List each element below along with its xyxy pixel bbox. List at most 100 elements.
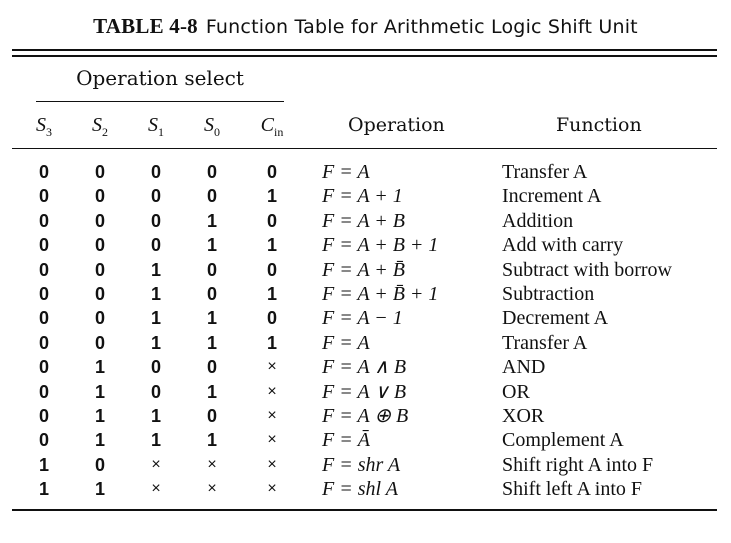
select-bit-cell: 0 bbox=[38, 210, 49, 231]
table-row: 0 0 1 1 1 F = A Transfer A bbox=[0, 331, 731, 355]
select-bit-cell: 0 bbox=[94, 332, 105, 353]
operation-cell: F = A + B + 1 bbox=[322, 234, 439, 257]
select-bit-cell: 0 bbox=[206, 259, 217, 280]
select-bit-cell: × bbox=[267, 431, 277, 449]
select-bit-cell: 1 bbox=[150, 308, 161, 329]
table-row: 1 1 × × × F = shl A Shift left A into F bbox=[0, 477, 731, 501]
select-bit-cell: 0 bbox=[94, 186, 105, 207]
header-s3: S3 bbox=[36, 114, 52, 139]
select-bit-cell: × bbox=[207, 480, 217, 498]
table-row: 0 0 1 0 1 F = A + B̄ + 1 Subtraction bbox=[0, 282, 731, 306]
select-bit-cell: 0 bbox=[38, 332, 49, 353]
top-rule-double bbox=[12, 55, 717, 57]
table-row: 0 0 1 1 0 F = A − 1 Decrement A bbox=[0, 306, 731, 330]
function-cell: Decrement A bbox=[502, 307, 609, 330]
table-row: 0 1 1 0 × F = A ⊕ B XOR bbox=[0, 404, 731, 428]
select-bit-cell: × bbox=[267, 480, 277, 498]
top-rule bbox=[12, 49, 717, 51]
select-bit-cell: 1 bbox=[206, 235, 217, 256]
select-bit-cell: 1 bbox=[94, 357, 105, 378]
select-bit-cell: 1 bbox=[266, 332, 277, 353]
operation-select-heading: Operation select bbox=[76, 66, 244, 90]
table-caption: TABLE 4-8 Function Table for Arithmetic L… bbox=[0, 14, 731, 39]
select-bit-cell: 1 bbox=[150, 430, 161, 451]
select-bit-cell: 0 bbox=[94, 454, 105, 475]
select-bit-cell: 0 bbox=[150, 235, 161, 256]
table-row: 1 0 × × × F = shr A Shift right A into F bbox=[0, 453, 731, 477]
select-bit-cell: 0 bbox=[38, 308, 49, 329]
operation-cell: F = shr A bbox=[322, 453, 401, 476]
select-bit-cell: 0 bbox=[266, 308, 277, 329]
operation-select-rule bbox=[36, 101, 284, 102]
function-cell: OR bbox=[502, 380, 530, 403]
select-bit-cell: × bbox=[207, 455, 217, 473]
function-cell: Shift right A into F bbox=[502, 453, 654, 476]
header-operation: Operation bbox=[348, 114, 445, 136]
select-bit-cell: 1 bbox=[94, 479, 105, 500]
function-cell: XOR bbox=[502, 404, 545, 427]
table-row: 0 0 0 0 1 F = A + 1 Increment A bbox=[0, 184, 731, 208]
select-bit-cell: × bbox=[151, 455, 161, 473]
select-bit-cell: 0 bbox=[38, 357, 49, 378]
table-body: 0 0 0 0 0 F = A Transfer A 0 0 0 0 1 F = A + 1 Increm… bbox=[0, 160, 731, 501]
select-bit-cell: 1 bbox=[206, 332, 217, 353]
operation-cell: F = A − 1 bbox=[322, 307, 403, 330]
function-cell: Shift left A into F bbox=[502, 478, 643, 501]
function-cell: Increment A bbox=[502, 185, 602, 208]
table-row: 0 0 1 0 0 F = A + B̄ Subtract with borrow bbox=[0, 258, 731, 282]
header-function: Function bbox=[556, 114, 642, 136]
table-label: TABLE 4-8 bbox=[93, 14, 198, 38]
function-cell: Complement A bbox=[502, 429, 624, 452]
function-cell: AND bbox=[502, 356, 546, 379]
select-bit-cell: 0 bbox=[38, 186, 49, 207]
function-cell: Add with carry bbox=[502, 234, 624, 257]
select-bit-cell: 0 bbox=[266, 259, 277, 280]
select-bit-cell: × bbox=[267, 406, 277, 424]
select-bit-cell: 0 bbox=[206, 283, 217, 304]
table-row: 0 0 0 1 0 F = A + B Addition bbox=[0, 209, 731, 233]
function-cell: Subtract with borrow bbox=[502, 258, 672, 281]
function-cell: Addition bbox=[502, 209, 574, 232]
select-bit-cell: 0 bbox=[38, 405, 49, 426]
select-bit-cell: 1 bbox=[150, 259, 161, 280]
select-bit-cell: 1 bbox=[38, 479, 49, 500]
operation-cell: F = shl A bbox=[322, 478, 398, 501]
select-bit-cell: 1 bbox=[150, 332, 161, 353]
select-bit-cell: 0 bbox=[206, 357, 217, 378]
select-bit-cell: 0 bbox=[94, 162, 105, 182]
operation-cell: F = A + B bbox=[322, 209, 405, 232]
select-bit-cell: 1 bbox=[94, 430, 105, 451]
bottom-rule bbox=[12, 509, 717, 511]
select-bit-cell: 0 bbox=[94, 283, 105, 304]
table-row: 0 0 0 1 1 F = A + B + 1 Add with carry bbox=[0, 233, 731, 257]
select-bit-cell: 0 bbox=[150, 357, 161, 378]
function-cell: Transfer A bbox=[502, 161, 588, 183]
operation-cell: F = A bbox=[322, 331, 370, 354]
select-bit-cell: 1 bbox=[94, 381, 105, 402]
select-bit-cell: × bbox=[267, 455, 277, 473]
operation-cell: F = A ∨ B bbox=[322, 380, 407, 403]
select-bit-cell: 1 bbox=[206, 381, 217, 402]
select-bit-cell: 1 bbox=[206, 308, 217, 329]
select-bit-cell: 0 bbox=[38, 430, 49, 451]
select-bit-cell: 0 bbox=[38, 381, 49, 402]
select-bit-cell: 0 bbox=[38, 162, 49, 182]
select-bit-cell: 1 bbox=[150, 283, 161, 304]
select-bit-cell: × bbox=[267, 382, 277, 400]
table-row: 0 1 1 1 × F = Ā Complement A bbox=[0, 428, 731, 452]
select-bit-cell: × bbox=[151, 480, 161, 498]
table-title: Function Table for Arithmetic Logic Shif… bbox=[205, 16, 638, 38]
operation-cell: F = A bbox=[322, 161, 370, 183]
operation-cell: F = Ā bbox=[322, 429, 370, 452]
header-s0: S0 bbox=[204, 114, 220, 139]
header-s1: S1 bbox=[148, 114, 164, 139]
select-bit-cell: 0 bbox=[38, 235, 49, 256]
select-bit-cell: 0 bbox=[150, 162, 161, 182]
select-bit-cell: 1 bbox=[38, 454, 49, 475]
select-bit-cell: 0 bbox=[94, 210, 105, 231]
select-bit-cell: 0 bbox=[206, 405, 217, 426]
table-row: 0 1 0 1 × F = A ∨ B OR bbox=[0, 380, 731, 404]
select-bit-cell: 0 bbox=[266, 162, 277, 182]
operation-cell: F = A ⊕ B bbox=[322, 404, 409, 427]
table-row: 0 0 0 0 0 F = A Transfer A bbox=[0, 160, 731, 184]
